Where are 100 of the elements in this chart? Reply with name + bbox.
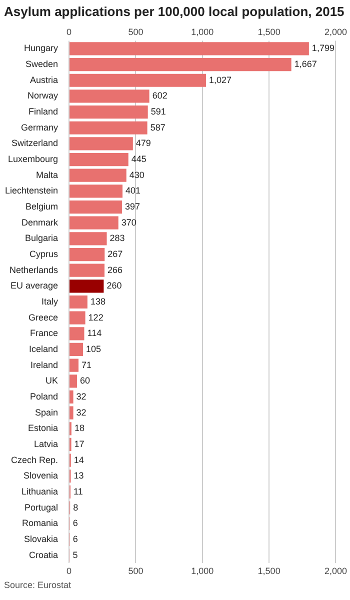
y-tick-label: Norway bbox=[28, 90, 59, 101]
data-label: 591 bbox=[150, 106, 166, 117]
data-label: 5 bbox=[72, 550, 78, 560]
bar bbox=[70, 168, 126, 182]
y-tick-label: Belgium bbox=[26, 202, 58, 212]
data-label: 60 bbox=[80, 376, 90, 386]
bar bbox=[70, 200, 122, 214]
y-tick-label: Ireland bbox=[30, 360, 58, 370]
y-tick-label: Cyprus bbox=[30, 248, 59, 259]
bar bbox=[70, 90, 150, 103]
bar bbox=[70, 137, 133, 150]
bar bbox=[70, 406, 74, 420]
data-label: 105 bbox=[86, 344, 102, 354]
bar bbox=[70, 374, 78, 388]
y-tick-label: EU average bbox=[10, 280, 58, 291]
x-tick-label: 0 bbox=[66, 26, 72, 37]
y-tick-label: Slovenia bbox=[24, 470, 58, 481]
bar bbox=[70, 232, 107, 246]
data-label: 587 bbox=[150, 122, 166, 132]
source-note: Source: Eurostat bbox=[3, 580, 72, 590]
y-tick-label: Germany bbox=[21, 122, 59, 132]
data-label: 260 bbox=[106, 280, 122, 291]
bar bbox=[70, 184, 123, 198]
data-label: 32 bbox=[76, 391, 86, 402]
y-tick-label: Hungary bbox=[24, 43, 59, 54]
bar bbox=[70, 280, 104, 293]
y-tick-label: Poland bbox=[30, 391, 58, 402]
y-tick-label: Greece bbox=[28, 312, 58, 322]
bar bbox=[70, 295, 88, 309]
bar bbox=[70, 58, 292, 72]
data-label: 1,027 bbox=[208, 74, 232, 85]
data-label: 401 bbox=[126, 186, 141, 196]
data-label: 1,799 bbox=[312, 43, 334, 54]
data-label: 8 bbox=[73, 502, 78, 512]
bar bbox=[70, 311, 86, 324]
y-tick-label: France bbox=[30, 328, 58, 338]
bar bbox=[70, 42, 309, 56]
bar bbox=[70, 152, 128, 166]
data-label: 266 bbox=[108, 264, 123, 275]
bar bbox=[70, 74, 206, 87]
data-label: 283 bbox=[110, 233, 125, 244]
y-tick-label: Spain bbox=[35, 407, 58, 418]
x2-tick-label: 500 bbox=[128, 566, 144, 576]
data-label: 430 bbox=[129, 170, 144, 180]
data-label: 267 bbox=[108, 248, 123, 259]
x-tick-label: 1,000 bbox=[191, 26, 214, 37]
y-tick-label: Estonia bbox=[28, 423, 58, 434]
y-tick-label: UK bbox=[46, 376, 58, 386]
data-label: 1,667 bbox=[294, 59, 317, 70]
data-label: 370 bbox=[121, 217, 136, 228]
bar bbox=[70, 264, 105, 277]
data-label: 397 bbox=[124, 202, 140, 212]
y-tick-label: Netherlands bbox=[10, 264, 59, 275]
data-label: 602 bbox=[152, 90, 168, 101]
y-tick-label: Czech Rep. bbox=[11, 454, 58, 465]
y-tick-label: Finland bbox=[28, 106, 58, 117]
y-tick-label: Lithuania bbox=[21, 486, 58, 496]
data-label: 14 bbox=[74, 454, 84, 465]
data-label: 114 bbox=[87, 328, 102, 338]
bar bbox=[70, 216, 118, 230]
x-tick-label: 2,000 bbox=[324, 26, 348, 37]
y-tick-label: Malta bbox=[36, 170, 58, 180]
x2-tick-label: 0 bbox=[66, 566, 72, 576]
data-label: 18 bbox=[74, 423, 84, 434]
data-label: 13 bbox=[74, 470, 84, 481]
x-tick-label: 1,500 bbox=[258, 26, 280, 37]
data-label: 138 bbox=[90, 296, 106, 306]
y-tick-label: Portugal bbox=[24, 502, 58, 512]
bar bbox=[70, 342, 84, 356]
y-tick-label: Sweden bbox=[26, 59, 58, 70]
data-label: 479 bbox=[136, 138, 151, 148]
y-tick-label: Switzerland bbox=[12, 138, 58, 148]
x2-tick-label: 2,000 bbox=[324, 566, 348, 576]
y-tick-label: Romania bbox=[22, 518, 58, 528]
y-tick-label: Denmark bbox=[22, 217, 59, 228]
data-label: 11 bbox=[74, 486, 83, 496]
y-tick-label: Italy bbox=[42, 296, 59, 306]
bar bbox=[70, 105, 148, 119]
bar bbox=[70, 121, 148, 134]
y-tick-label: Slovakia bbox=[24, 534, 58, 544]
data-label: 122 bbox=[88, 312, 104, 322]
y-tick-label: Bulgaria bbox=[25, 233, 58, 244]
data-label: 445 bbox=[131, 154, 146, 164]
bar bbox=[70, 390, 74, 404]
x2-tick-label: 1,000 bbox=[191, 566, 214, 576]
y-tick-label: Luxembourg bbox=[8, 154, 58, 164]
data-label: 6 bbox=[72, 534, 78, 544]
chart-title: Asylum applications per 100,000 local population, 2015 bbox=[3, 3, 346, 21]
bar bbox=[70, 248, 105, 262]
y-tick-label: Latvia bbox=[34, 438, 58, 449]
data-label: 17 bbox=[74, 438, 84, 449]
y-tick-label: Croatia bbox=[29, 550, 58, 560]
data-label: 6 bbox=[72, 518, 78, 528]
x2-tick-label: 1,500 bbox=[258, 566, 280, 576]
x-tick-label: 500 bbox=[128, 26, 144, 37]
y-tick-label: Iceland bbox=[29, 344, 58, 354]
y-tick-label: Austria bbox=[30, 74, 58, 85]
y-tick-label: Liechtenstein bbox=[4, 186, 58, 196]
bar bbox=[70, 358, 79, 372]
bar bbox=[70, 327, 84, 340]
